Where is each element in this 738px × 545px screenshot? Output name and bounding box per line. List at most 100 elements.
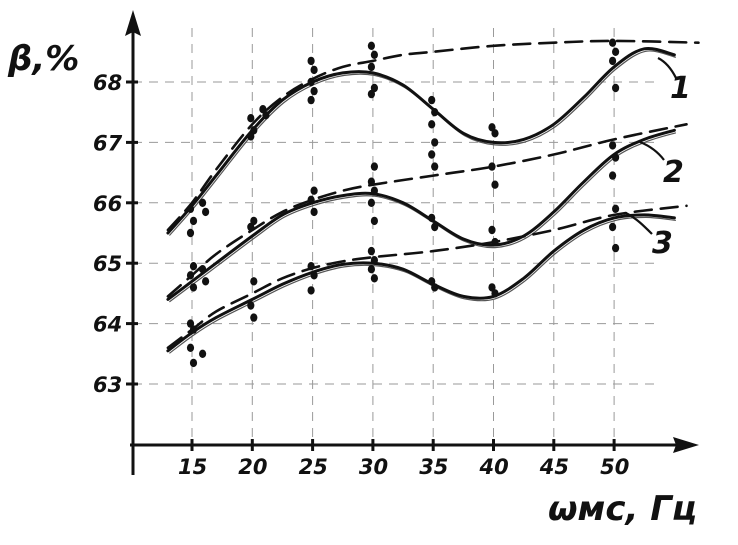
data-point bbox=[431, 162, 439, 171]
series-2-solid-line bbox=[166, 128, 676, 301]
data-point bbox=[307, 95, 315, 105]
data-point bbox=[431, 222, 439, 232]
data-points bbox=[186, 38, 620, 368]
data-point bbox=[307, 286, 315, 295]
data-point bbox=[609, 171, 617, 180]
x-tick-label: 15 bbox=[178, 455, 207, 479]
x-tick-label: 35 bbox=[419, 455, 448, 479]
data-point bbox=[310, 186, 318, 195]
x-tick-label: 50 bbox=[600, 455, 629, 479]
data-point bbox=[428, 150, 436, 159]
data-point bbox=[431, 138, 439, 147]
data-point bbox=[367, 62, 375, 72]
data-point bbox=[370, 256, 378, 265]
data-point bbox=[370, 162, 378, 171]
data-point bbox=[202, 277, 210, 286]
data-point bbox=[310, 271, 318, 280]
data-point bbox=[488, 162, 496, 171]
axis-ticks: 63 64 65 66 67 68 15 20 25 30 35 40 45 50 bbox=[93, 71, 629, 479]
data-point bbox=[612, 153, 620, 162]
x-tick-label: 30 bbox=[359, 455, 388, 479]
data-point bbox=[250, 216, 258, 226]
data-point bbox=[367, 89, 375, 99]
y-tick-label: 64 bbox=[93, 313, 122, 337]
data-point bbox=[189, 283, 198, 292]
data-point bbox=[609, 38, 617, 47]
data-point bbox=[428, 120, 436, 129]
data-point bbox=[612, 47, 620, 56]
data-point bbox=[186, 204, 195, 213]
data-point bbox=[428, 95, 436, 105]
data-point bbox=[250, 277, 258, 286]
y-tick-label: 68 bbox=[93, 71, 122, 95]
data-point bbox=[367, 41, 375, 50]
data-point bbox=[250, 313, 258, 322]
data-point bbox=[370, 186, 378, 195]
data-point bbox=[310, 207, 318, 217]
y-tick-label: 63 bbox=[93, 373, 122, 397]
data-point bbox=[431, 283, 439, 292]
y-tick-label: 67 bbox=[93, 131, 123, 155]
x-tick-label: 25 bbox=[299, 455, 328, 479]
data-point bbox=[307, 262, 315, 271]
series-3-solid-line bbox=[166, 213, 676, 353]
data-point bbox=[247, 301, 255, 310]
data-point bbox=[367, 246, 375, 256]
data-point bbox=[367, 265, 375, 274]
curve-1-leader bbox=[657, 57, 677, 79]
data-point bbox=[247, 114, 255, 123]
data-point bbox=[189, 358, 198, 368]
y-axis-title: β,% bbox=[7, 39, 79, 79]
data-point bbox=[370, 274, 378, 283]
data-point bbox=[247, 132, 255, 141]
data-point bbox=[307, 195, 315, 204]
data-point bbox=[189, 216, 198, 226]
data-point bbox=[370, 216, 378, 226]
y-axis-arrow bbox=[125, 10, 141, 36]
data-point bbox=[189, 325, 198, 334]
data-point bbox=[428, 277, 436, 286]
x-tick-label: 40 bbox=[479, 455, 509, 479]
curve-2-leader bbox=[639, 140, 665, 161]
data-point bbox=[370, 83, 378, 93]
data-point bbox=[186, 228, 195, 238]
data-point bbox=[431, 108, 439, 117]
data-point bbox=[491, 129, 499, 138]
series-1-dashed-line bbox=[166, 39, 700, 232]
data-point bbox=[250, 126, 258, 135]
data-point bbox=[367, 198, 375, 207]
y-tick-label: 66 bbox=[93, 192, 122, 216]
data-point bbox=[491, 237, 499, 247]
data-point bbox=[186, 343, 195, 352]
curve-label-2: 2 bbox=[663, 155, 684, 190]
data-point bbox=[199, 198, 207, 207]
data-point bbox=[189, 262, 198, 271]
grid-lines bbox=[133, 28, 655, 445]
data-point bbox=[307, 77, 315, 87]
data-point bbox=[491, 289, 499, 298]
axes bbox=[125, 10, 699, 475]
data-point bbox=[199, 349, 207, 358]
data-point bbox=[307, 56, 315, 66]
data-point bbox=[488, 225, 496, 235]
x-tick-label: 45 bbox=[539, 455, 569, 479]
x-axis-title: ωмс, Гц bbox=[548, 489, 697, 529]
x-tick-label: 20 bbox=[238, 455, 267, 479]
data-point bbox=[491, 180, 499, 189]
data-point bbox=[247, 222, 255, 232]
data-point bbox=[609, 222, 617, 232]
data-point bbox=[370, 50, 378, 59]
curve-labels: 1 2 3 bbox=[625, 57, 691, 261]
data-point bbox=[612, 83, 620, 93]
series-1-solid-line bbox=[166, 46, 676, 235]
data-point bbox=[428, 213, 436, 223]
data-point bbox=[202, 207, 210, 217]
data-point bbox=[612, 204, 620, 213]
x-axis-arrow bbox=[673, 437, 699, 453]
data-point bbox=[262, 111, 270, 120]
curve-label-1: 1 bbox=[670, 71, 691, 106]
series-3-dashed-line bbox=[166, 204, 688, 350]
series-3-solid-line-trace bbox=[169, 216, 676, 354]
data-point bbox=[609, 141, 617, 150]
